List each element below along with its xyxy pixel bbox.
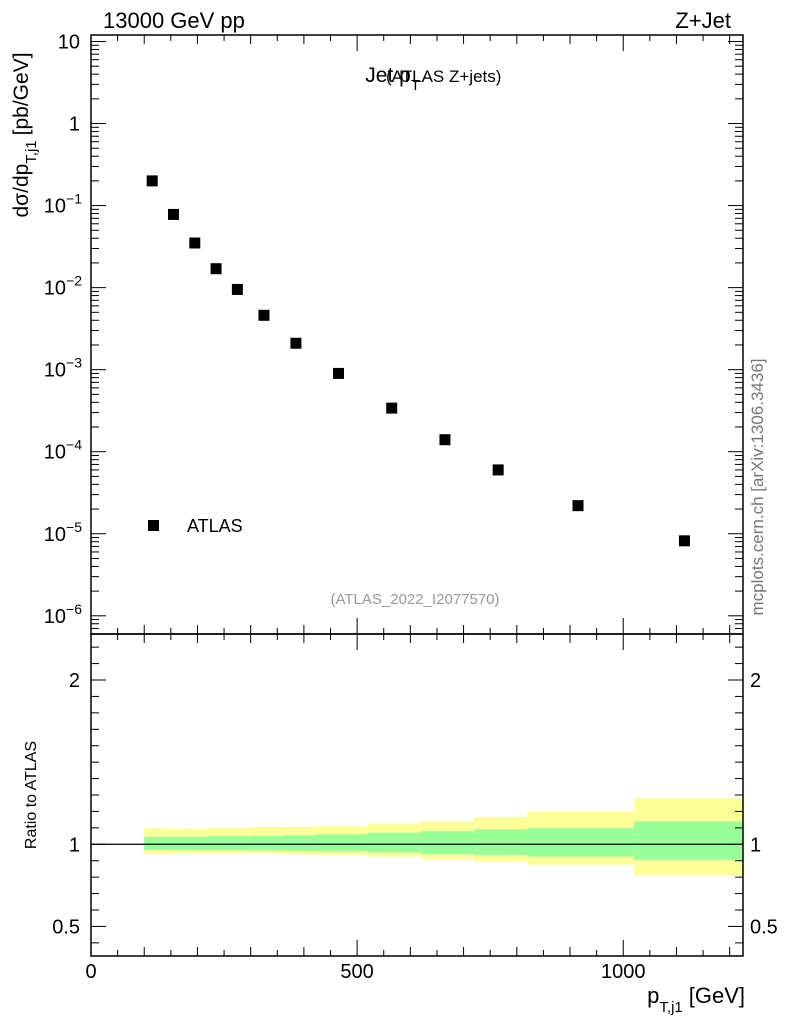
y-axis-label-ratio: Ratio to ATLAS (23, 741, 40, 849)
y-tick-label-ratio-left: 0.5 (52, 916, 80, 938)
collision-label: 13000 GeV pp (103, 8, 245, 33)
ratio-band-inner-bin (186, 836, 209, 851)
x-tick-label: 1000 (601, 961, 646, 983)
main-panel-frame (90, 34, 744, 635)
data-point (189, 237, 201, 249)
y-tick-label-ratio-right: 0.5 (750, 916, 778, 938)
source-note: mcplots.cern.ch [arXiv:1306.3436] (748, 358, 767, 615)
data-point (439, 434, 451, 446)
data-point (146, 175, 158, 187)
ratio-panel-frame (90, 633, 744, 957)
ratio-band-inner-bin (229, 836, 251, 851)
y-tick-label-ratio-left: 1 (69, 834, 80, 856)
data-point (332, 367, 344, 379)
ratio-band-inner-bin (527, 827, 634, 857)
x-tick-label: 500 (340, 961, 373, 983)
process-label: Z+Jet (675, 8, 731, 33)
legend-marker (148, 520, 159, 531)
y-tick-label-main: 10−3 (44, 355, 82, 382)
data-point (258, 309, 270, 321)
y-tick-label-main: 10 (58, 31, 80, 53)
x-axis-label: pT,j1 [GeV] (647, 983, 745, 1016)
ratio-band-inner-bin (474, 829, 528, 855)
y-tick-label-ratio-left: 2 (69, 670, 80, 692)
y-tick-label-main: 10−6 (44, 601, 82, 628)
data-point (290, 337, 302, 349)
y-tick-label-main: 10−4 (44, 437, 82, 464)
axis-tick-labels: 10−6 10−5 10−4 10−3 10−2 10−1 1 10 0.5 0.5 1 1 2 2 0 50… (44, 31, 778, 983)
data-point (678, 535, 690, 547)
y-tick-label-main: 10−1 (44, 191, 82, 218)
ratio-band-inner-bin (420, 831, 475, 855)
ratio-band-inner-bin (165, 836, 187, 851)
y-tick-label-main: 10−5 (44, 519, 82, 546)
ratio-band-inner-bin (633, 821, 743, 860)
ratio-band-inner-bin (250, 835, 283, 851)
data-point (210, 263, 222, 275)
y-tick-label-ratio-right: 2 (750, 670, 761, 692)
ratio-band-inner-bin (314, 834, 368, 852)
legend-label: ATLAS (187, 516, 243, 536)
data-point (231, 283, 243, 295)
legend: ATLAS (148, 516, 243, 536)
plot-title-extra: (ATLAS Z+jets) (386, 67, 501, 86)
y-axis-label-main: dσ/dpT,j1[pb/GeV] (10, 52, 40, 217)
data-point (492, 464, 504, 476)
data-point (167, 208, 179, 220)
data-point (572, 500, 584, 512)
analysis-tag: (ATLAS_2022_I2077570) (330, 591, 499, 608)
ratio-band-inner-bin (208, 836, 230, 851)
y-tick-label-ratio-right: 1 (750, 834, 761, 856)
x-tick-label: 0 (85, 961, 96, 983)
y-tick-label-main: 1 (69, 114, 80, 136)
ratio-band-inner-bin (282, 835, 315, 851)
ratio-bands (144, 798, 743, 876)
data-point (386, 402, 398, 414)
data-points (146, 175, 690, 547)
ratio-band-inner-bin (144, 836, 166, 851)
ratio-band-inner-bin (367, 832, 421, 853)
axis-ticks (90, 35, 743, 956)
plot-title: Jet pT (365, 64, 420, 94)
y-tick-label-main: 10−2 (44, 273, 82, 300)
